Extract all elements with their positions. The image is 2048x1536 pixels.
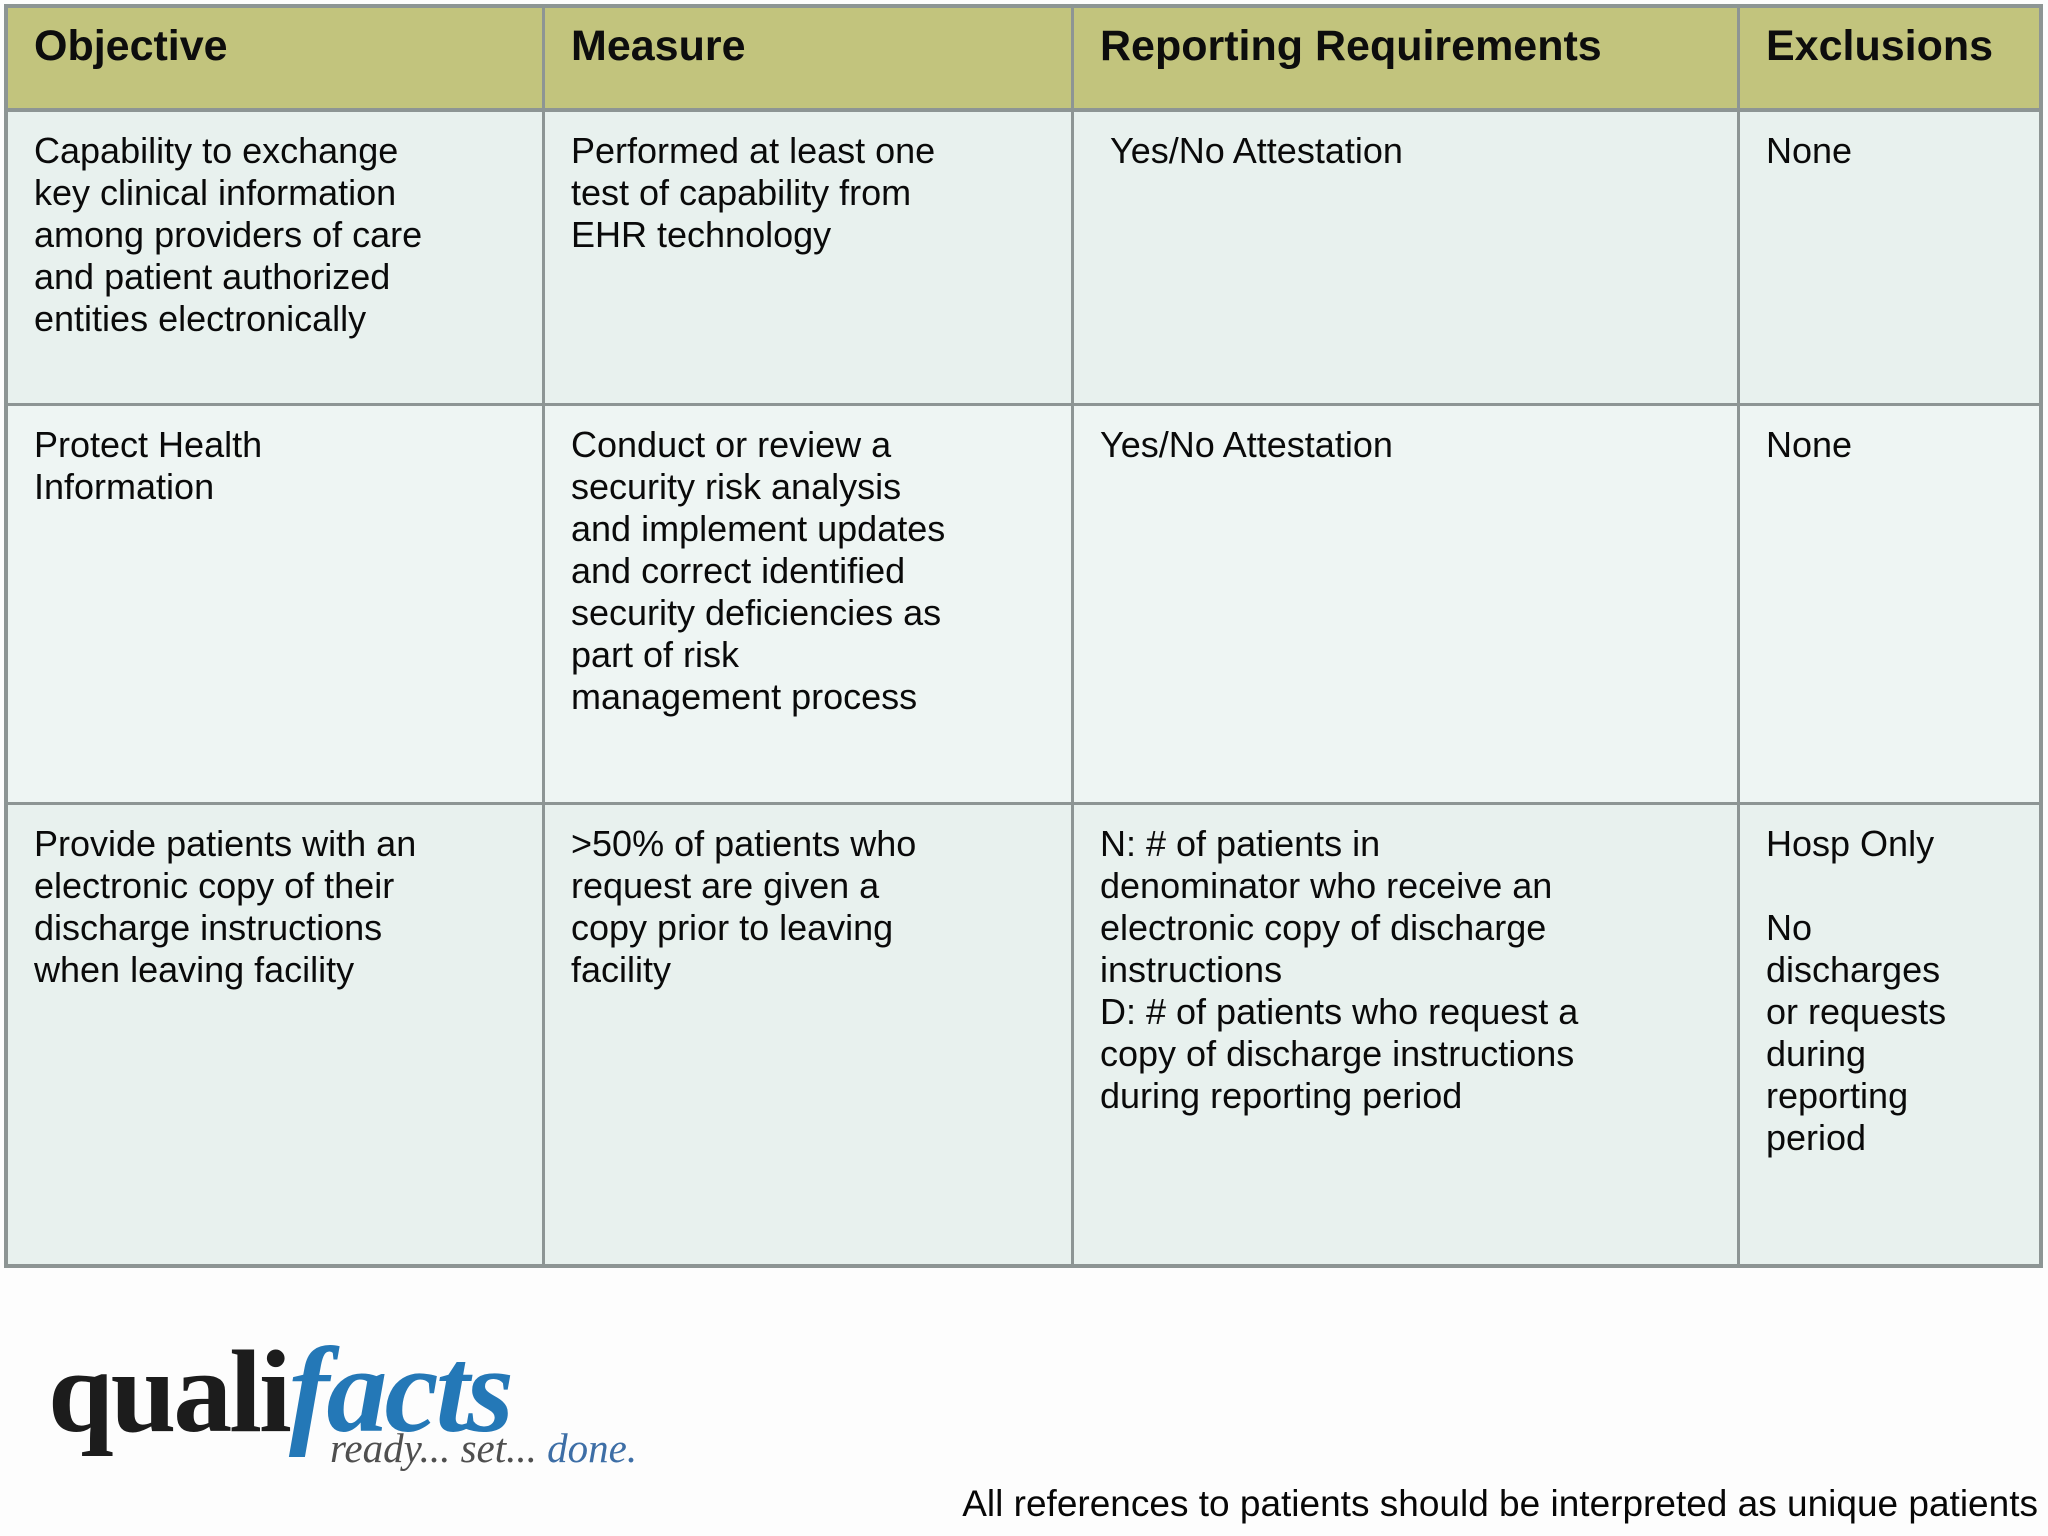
cell-row3-objective: Provide patients with an electronic copy… [8,805,545,1264]
cell-row1-objective: Capability to exchange key clinical info… [8,112,545,406]
column-header-reporting-requirements: Reporting Requirements [1074,8,1740,112]
logo-word-quali: quali [48,1326,292,1457]
cell-row2-reporting: Yes/No Attestation [1074,406,1740,805]
cell-row1-measure: Performed at least one test of capabilit… [545,112,1074,406]
unique-patients-footnote: All references to patients should be int… [962,1483,2038,1524]
meaningful-use-measures-table: Objective Measure Reporting Requirements… [4,4,2043,1268]
cell-row2-exclusions: None [1740,406,2039,805]
cell-row2-objective: Protect Health Information [8,406,545,805]
column-header-measure: Measure [545,8,1074,112]
logo-tagline: ready... set... done. [330,1424,637,1472]
cell-row1-reporting: Yes/No Attestation [1074,112,1740,406]
column-header-exclusions: Exclusions [1740,8,2039,112]
cell-row2-measure: Conduct or review a security risk analys… [545,406,1074,805]
cell-row3-measure: >50% of patients who request are given a… [545,805,1074,1264]
cell-row1-exclusions: None [1740,112,2039,406]
tagline-ready-set: ready... set... [330,1425,537,1471]
tagline-done: done. [536,1425,638,1471]
qualifacts-logo: qualifacts [48,1330,514,1452]
cell-row3-exclusions: Hosp Only No discharges or requests duri… [1740,805,2039,1264]
logo-word-facts: facts [288,1323,514,1458]
cell-row3-reporting: N: # of patients in denominator who rece… [1074,805,1740,1264]
column-header-objective: Objective [8,8,545,112]
